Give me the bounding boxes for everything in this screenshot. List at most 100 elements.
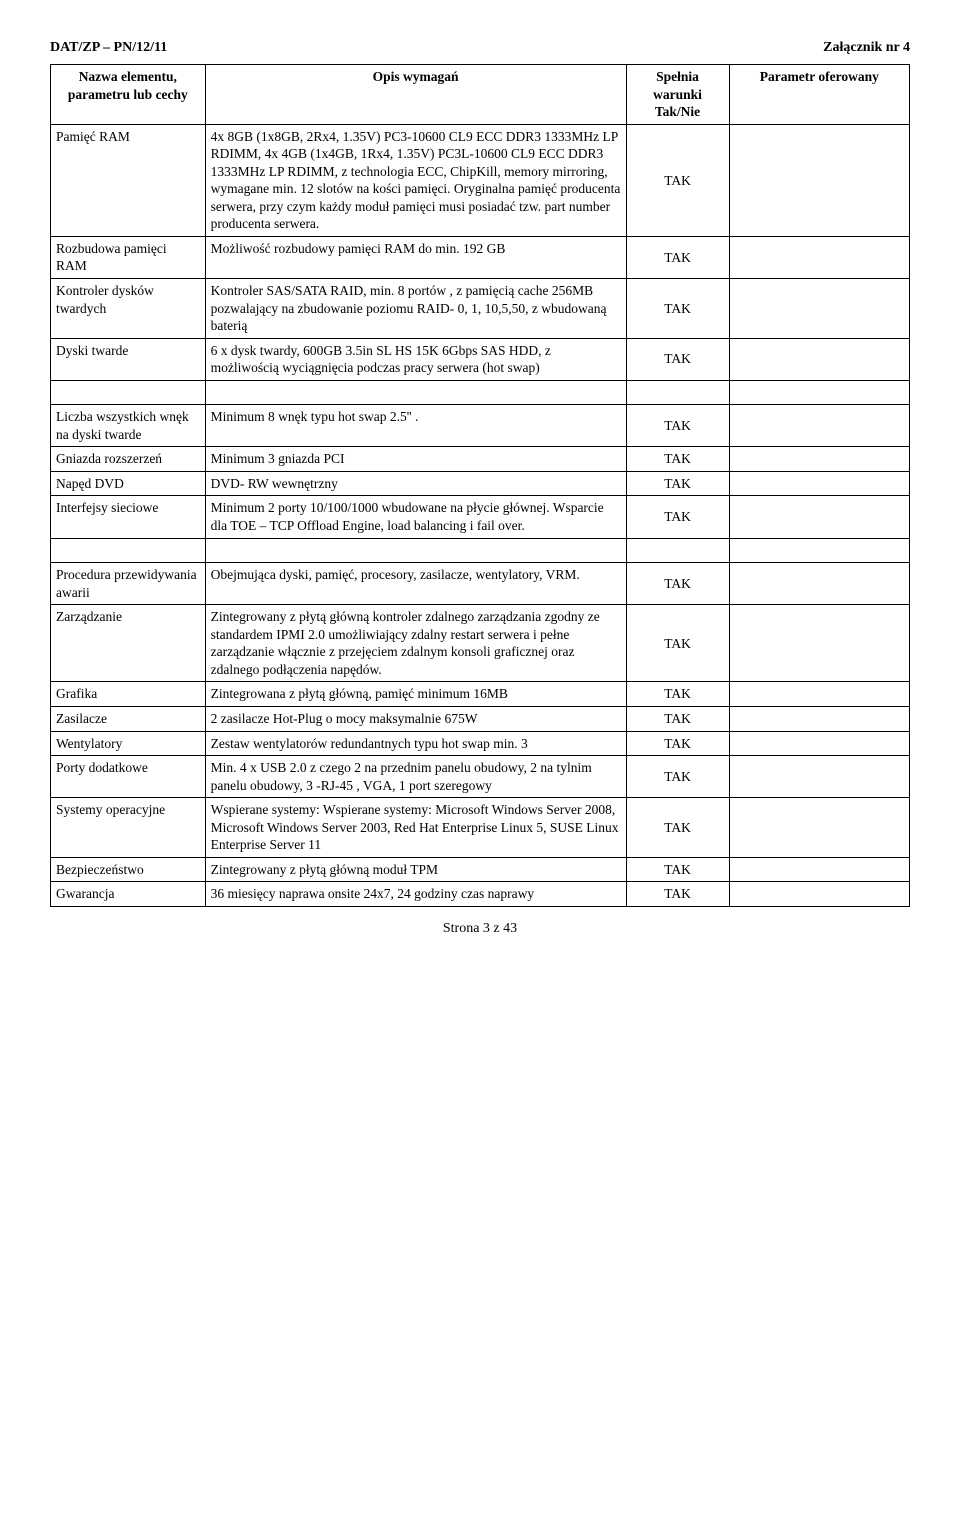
cell-desc: Wspierane systemy: Wspierane systemy: Mi… [205, 798, 626, 858]
col-header-desc: Opis wymagań [205, 65, 626, 125]
cell-name: Systemy operacyjne [51, 798, 206, 858]
cell-cond: TAK [626, 605, 729, 682]
table-row: ZarządzanieZintegrowany z płytą główną k… [51, 605, 910, 682]
cell-desc: Obejmująca dyski, pamięć, procesory, zas… [205, 563, 626, 605]
spec-table: Nazwa elementu, parametru lub cechy Opis… [50, 64, 910, 907]
cell-param [729, 279, 909, 339]
cell-cond: TAK [626, 496, 729, 538]
table-row: Systemy operacyjneWspierane systemy: Wsp… [51, 798, 910, 858]
cell-cond: TAK [626, 798, 729, 858]
header-left: DAT/ZP – PN/12/11 [50, 40, 167, 56]
cell-name: Interfejsy sieciowe [51, 496, 206, 538]
cell-param [729, 882, 909, 907]
cell-name: Wentylatory [51, 731, 206, 756]
table-row: Procedura przewidywania awariiObejmująca… [51, 563, 910, 605]
cell-desc: Zintegrowany z płytą główną kontroler zd… [205, 605, 626, 682]
col-header-cond: Spełnia warunki Tak/Nie [626, 65, 729, 125]
table-row: Gniazda rozszerzeńMinimum 3 gniazda PCIT… [51, 447, 910, 472]
cell-cond: TAK [626, 731, 729, 756]
cell-param [729, 756, 909, 798]
cell-param [729, 124, 909, 236]
cell-cond: TAK [626, 405, 729, 447]
cell-cond: TAK [626, 338, 729, 380]
cell-param [729, 496, 909, 538]
cell-cond: TAK [626, 563, 729, 605]
cell-name: Rozbudowa pamięci RAM [51, 236, 206, 278]
gap-cell [626, 538, 729, 563]
gap-cell [205, 380, 626, 405]
cell-name: Kontroler dysków twardych [51, 279, 206, 339]
cell-param [729, 605, 909, 682]
cell-cond: TAK [626, 857, 729, 882]
gap-cell [51, 538, 206, 563]
cell-cond: TAK [626, 279, 729, 339]
gap-cell [729, 380, 909, 405]
cell-desc: 4x 8GB (1x8GB, 2Rx4, 1.35V) PC3-10600 CL… [205, 124, 626, 236]
gap-cell [729, 538, 909, 563]
table-row: BezpieczeństwoZintegrowany z płytą główn… [51, 857, 910, 882]
cell-desc: Zintegrowana z płytą główną, pamięć mini… [205, 682, 626, 707]
cell-desc: Możliwość rozbudowy pamięci RAM do min. … [205, 236, 626, 278]
table-row: Dyski twarde6 x dysk twardy, 600GB 3.5in… [51, 338, 910, 380]
cell-name: Porty dodatkowe [51, 756, 206, 798]
cell-name: Gwarancja [51, 882, 206, 907]
table-row: Pamięć RAM4x 8GB (1x8GB, 2Rx4, 1.35V) PC… [51, 124, 910, 236]
cell-desc: Minimum 2 porty 10/100/1000 wbudowane na… [205, 496, 626, 538]
col-header-name: Nazwa elementu, parametru lub cechy [51, 65, 206, 125]
gap-cell [626, 380, 729, 405]
cell-param [729, 706, 909, 731]
cell-desc: 6 x dysk twardy, 600GB 3.5in SL HS 15K 6… [205, 338, 626, 380]
cell-name: Pamięć RAM [51, 124, 206, 236]
cell-desc: Kontroler SAS/SATA RAID, min. 8 portów ,… [205, 279, 626, 339]
cell-param [729, 798, 909, 858]
cell-param [729, 338, 909, 380]
cell-cond: TAK [626, 706, 729, 731]
table-row: GrafikaZintegrowana z płytą główną, pami… [51, 682, 910, 707]
cell-desc: Minimum 3 gniazda PCI [205, 447, 626, 472]
cell-name: Zarządzanie [51, 605, 206, 682]
cell-param [729, 682, 909, 707]
cell-param [729, 447, 909, 472]
cell-cond: TAK [626, 447, 729, 472]
col-header-param: Parametr oferowany [729, 65, 909, 125]
cell-cond: TAK [626, 682, 729, 707]
table-row: Kontroler dysków twardychKontroler SAS/S… [51, 279, 910, 339]
cell-cond: TAK [626, 236, 729, 278]
cell-desc: Minimum 8 wnęk typu hot swap 2.5'' . [205, 405, 626, 447]
cell-desc: DVD- RW wewnętrzny [205, 471, 626, 496]
table-row: Porty dodatkoweMin. 4 x USB 2.0 z czego … [51, 756, 910, 798]
gap-cell [51, 380, 206, 405]
table-row: Gwarancja36 miesięcy naprawa onsite 24x7… [51, 882, 910, 907]
cell-param [729, 563, 909, 605]
cell-param [729, 731, 909, 756]
table-row: Interfejsy siecioweMinimum 2 porty 10/10… [51, 496, 910, 538]
cell-cond: TAK [626, 124, 729, 236]
table-row: Liczba wszystkich wnęk na dyski twardeMi… [51, 405, 910, 447]
cell-desc: 36 miesięcy naprawa onsite 24x7, 24 godz… [205, 882, 626, 907]
cell-cond: TAK [626, 882, 729, 907]
cell-param [729, 236, 909, 278]
table-header-row: Nazwa elementu, parametru lub cechy Opis… [51, 65, 910, 125]
cell-desc: Zintegrowany z płytą główną moduł TPM [205, 857, 626, 882]
cell-param [729, 471, 909, 496]
cell-param [729, 405, 909, 447]
cell-name: Procedura przewidywania awarii [51, 563, 206, 605]
cell-cond: TAK [626, 756, 729, 798]
cell-name: Grafika [51, 682, 206, 707]
cell-param [729, 857, 909, 882]
table-row: Napęd DVDDVD- RW wewnętrznyTAK [51, 471, 910, 496]
cell-name: Zasilacze [51, 706, 206, 731]
cell-name: Napęd DVD [51, 471, 206, 496]
cell-desc: Min. 4 x USB 2.0 z czego 2 na przednim p… [205, 756, 626, 798]
page-header: DAT/ZP – PN/12/11 Załącznik nr 4 [50, 40, 910, 56]
cell-name: Liczba wszystkich wnęk na dyski twarde [51, 405, 206, 447]
header-right: Załącznik nr 4 [823, 40, 910, 56]
page-footer: Strona 3 z 43 [50, 921, 910, 937]
cell-desc: Zestaw wentylatorów redundantnych typu h… [205, 731, 626, 756]
table-row: Rozbudowa pamięci RAMMożliwość rozbudowy… [51, 236, 910, 278]
table-row: Zasilacze2 zasilacze Hot-Plug o mocy mak… [51, 706, 910, 731]
cell-name: Bezpieczeństwo [51, 857, 206, 882]
table-gap-row [51, 538, 910, 563]
gap-cell [205, 538, 626, 563]
cell-desc: 2 zasilacze Hot-Plug o mocy maksymalnie … [205, 706, 626, 731]
